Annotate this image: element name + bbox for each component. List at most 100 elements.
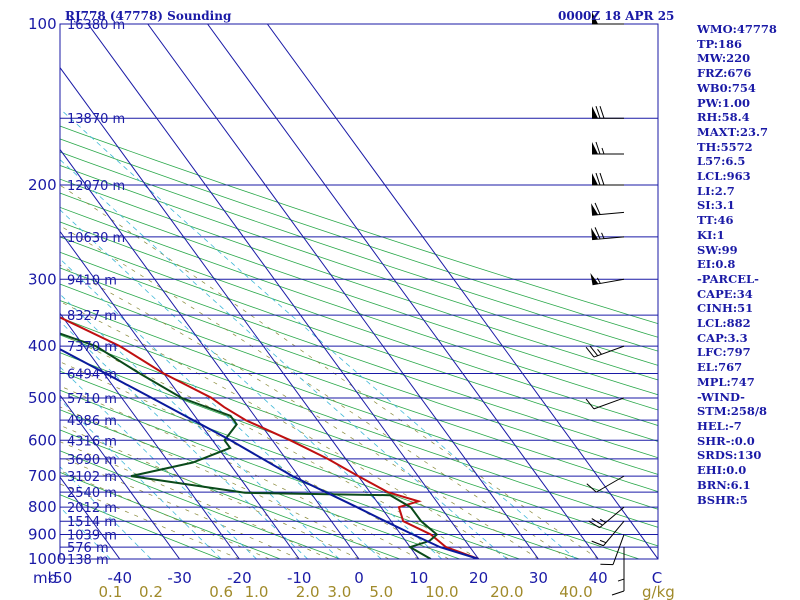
moist-adiabat bbox=[60, 264, 539, 559]
mixing-ratio-tick-label: 0.2 bbox=[139, 583, 163, 600]
plot-frame bbox=[59, 23, 659, 560]
moist-adiabat bbox=[60, 456, 300, 559]
index-row: SI:3.1 bbox=[697, 198, 735, 213]
height-label: 12070 m bbox=[67, 179, 125, 194]
mixing-ratio-tick-label: 10.0 bbox=[425, 583, 458, 600]
index-row: LCL:882 bbox=[697, 316, 751, 331]
wind-barb-feather bbox=[611, 590, 625, 596]
pressure-tick-label: 900 bbox=[28, 526, 57, 544]
index-row: EI:0.8 bbox=[697, 257, 736, 272]
index-row: EL:767 bbox=[697, 360, 743, 375]
wind-barb-staff bbox=[593, 345, 625, 358]
wind-barb-half-feather bbox=[599, 539, 607, 544]
moist-adiabat bbox=[60, 385, 419, 559]
wind-barb-staff bbox=[596, 475, 625, 493]
wind-barb-feather bbox=[594, 227, 601, 240]
pressure-tick-label: 500 bbox=[28, 389, 57, 407]
pressure-tick-label: 1000 bbox=[28, 550, 66, 568]
wind-barb-flag bbox=[590, 273, 599, 285]
chart-time: 0000Z 18 APR 25 bbox=[558, 9, 674, 23]
wind-barb-feather bbox=[599, 106, 605, 119]
index-row: WMO:47778 bbox=[697, 22, 777, 36]
height-label: 3102 m bbox=[67, 470, 117, 485]
pressure-tick-label: 600 bbox=[28, 431, 57, 449]
chart-title: RJ778 (47778) Sounding bbox=[65, 9, 232, 23]
mixing-ratio-tick-label: 20.0 bbox=[490, 583, 523, 600]
wind-barb-half-feather bbox=[601, 147, 605, 155]
wind-barb-feather bbox=[585, 346, 595, 358]
index-row: BRN:6.1 bbox=[697, 477, 751, 492]
wind-barb bbox=[611, 559, 625, 596]
wind-barb-flag bbox=[592, 142, 598, 154]
wind-barb-flag bbox=[591, 203, 599, 216]
index-row: L57:6.5 bbox=[697, 154, 746, 169]
wind-barb-flag bbox=[592, 12, 598, 24]
wind-barb bbox=[592, 106, 624, 119]
height-label: 2540 m bbox=[67, 486, 117, 501]
temperature-tick-label: 20 bbox=[469, 569, 488, 587]
wind-barb-feather bbox=[591, 518, 603, 526]
temperature-tick-label: 30 bbox=[529, 569, 548, 587]
wind-barb-half-feather bbox=[597, 349, 602, 355]
height-label: 4986 m bbox=[67, 414, 117, 429]
height-label: 5710 m bbox=[67, 392, 117, 407]
wind-barb-staff bbox=[612, 534, 625, 565]
pressure-tick-label: 100 bbox=[28, 15, 57, 33]
mixing-ratio-tick-label: 0.1 bbox=[98, 583, 122, 600]
isotherm bbox=[60, 66, 420, 559]
wind-barb bbox=[588, 506, 625, 529]
wind-barb bbox=[585, 397, 625, 410]
wind-barb bbox=[592, 172, 624, 186]
mixing-ratio-tick-label: 2.0 bbox=[296, 583, 320, 600]
temperature-unit-label: C bbox=[652, 569, 662, 587]
height-label: 576 m bbox=[67, 541, 109, 556]
mixing-ratio-tick-label: 40.0 bbox=[559, 583, 592, 600]
height-label: 10630 m bbox=[67, 231, 125, 246]
index-row: MW:220 bbox=[697, 51, 751, 66]
pressure-unit-label: mb bbox=[33, 569, 57, 587]
index-row: TP:186 bbox=[697, 36, 743, 51]
wind-barb-feather bbox=[588, 520, 600, 529]
pressure-tick-label: 200 bbox=[28, 176, 57, 194]
height-label: 1039 m bbox=[67, 529, 117, 544]
isotherm bbox=[87, 24, 480, 559]
index-row: LFC:797 bbox=[697, 345, 751, 360]
height-label: 7370 m bbox=[67, 340, 117, 355]
index-row: CAPE:34 bbox=[697, 286, 753, 301]
isotherm bbox=[60, 230, 300, 559]
moist-adiabat bbox=[60, 441, 330, 559]
wind-barb-feather bbox=[586, 483, 597, 493]
index-row: CINH:51 bbox=[697, 301, 754, 316]
index-row: BSHR:5 bbox=[697, 492, 748, 507]
wind-barb-feather bbox=[591, 540, 604, 547]
wind-barb bbox=[591, 202, 625, 216]
wind-barb bbox=[591, 520, 625, 547]
plot-area bbox=[60, 24, 658, 559]
height-label: 6494 m bbox=[67, 367, 117, 382]
wind-barb-staff bbox=[603, 520, 625, 547]
temperature-tick-label: -10 bbox=[287, 569, 312, 587]
wind-barb-feather bbox=[595, 106, 601, 119]
mixing-ratio-tick-label: 5.0 bbox=[369, 583, 393, 600]
wind-barb-feather bbox=[594, 202, 601, 215]
index-row: -PARCEL- bbox=[697, 271, 759, 286]
wind-barb-half-feather bbox=[599, 518, 606, 524]
wind-barb-half-feather bbox=[617, 578, 625, 582]
wind-barb bbox=[585, 345, 625, 358]
pressure-tick-label: 700 bbox=[28, 467, 57, 485]
index-row: PW:1.00 bbox=[697, 95, 751, 110]
height-label: 4316 m bbox=[67, 434, 117, 449]
index-row: MPL:747 bbox=[697, 374, 755, 389]
temperature-tick-label: -50 bbox=[48, 569, 73, 587]
index-row: TH:5572 bbox=[697, 139, 753, 154]
wind-barb-staff bbox=[593, 397, 625, 410]
pressure-tick-label: 300 bbox=[28, 270, 57, 288]
height-label: 1514 m bbox=[67, 515, 117, 530]
mixing-ratio-tick-label: 0.6 bbox=[209, 583, 233, 600]
index-row: FRZ:676 bbox=[697, 66, 752, 81]
index-row: WB0:754 bbox=[697, 80, 756, 95]
pressure-tick-label: 400 bbox=[28, 337, 57, 355]
wind-barb-feather bbox=[595, 172, 601, 186]
